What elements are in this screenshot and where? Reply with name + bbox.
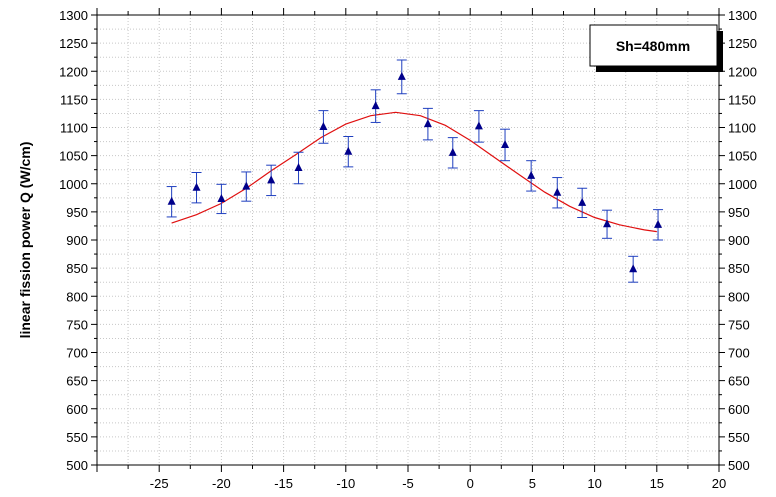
- y-tick-label-right: 700: [728, 346, 750, 361]
- y-tick-label-left: 600: [66, 402, 88, 417]
- fit-curve-group: [171, 111, 657, 233]
- data-point: [370, 89, 381, 123]
- y-tick-label-left: 850: [66, 261, 88, 276]
- y-tick-label-right: 750: [728, 317, 750, 332]
- y-tick-label-left: 1100: [60, 121, 88, 136]
- triangle-marker: [397, 71, 406, 80]
- triangle-marker: [423, 119, 432, 128]
- triangle-marker: [319, 121, 328, 130]
- grid: [97, 15, 719, 465]
- data-point: [166, 186, 177, 218]
- y-tick-label-left: 800: [66, 289, 88, 304]
- triangle-marker: [603, 219, 612, 228]
- data-point: [552, 177, 563, 209]
- x-tick-label: -20: [212, 476, 231, 491]
- legend-box-frame: [589, 24, 718, 67]
- triangle-marker: [167, 196, 176, 205]
- y-tick-label-left: 1150: [60, 92, 88, 107]
- y-tick-label-left: 500: [66, 458, 88, 473]
- data-point: [241, 171, 252, 202]
- y-tick-label-left: 1250: [59, 36, 88, 51]
- y-tick-label-left: 1300: [59, 8, 88, 23]
- triangle-marker: [267, 175, 276, 184]
- data-point: [526, 160, 537, 192]
- y-tick-label-right: 1300: [728, 8, 757, 23]
- data-point: [447, 137, 458, 169]
- triangle-marker: [527, 170, 536, 179]
- triangle-marker: [217, 193, 226, 202]
- y-tick-label-left: 750: [66, 317, 88, 332]
- legend-text: Sh=480mm: [616, 38, 690, 54]
- y-tick-label-left: 1000: [59, 177, 88, 192]
- y-tick-label-right: 600: [728, 402, 750, 417]
- triangle-marker: [578, 197, 587, 206]
- y-tick-label-right: 550: [728, 430, 750, 445]
- x-tick-label: 20: [712, 476, 726, 491]
- y-tick-label-right: 900: [728, 233, 750, 248]
- data-points-group: [166, 59, 664, 283]
- y-tick-labels-right: 500 550 600 650 700 750 800 850 900 950 1000 1050 11…: [728, 8, 757, 473]
- data-point: [318, 110, 329, 144]
- triangle-marker: [654, 219, 663, 228]
- y-tick-label-right: 950: [728, 205, 750, 220]
- data-point: [653, 209, 664, 241]
- x-tick-labels: -25 -20 -15 -10 -5 0 5 10 15 20: [150, 476, 726, 491]
- triangle-marker: [192, 182, 201, 191]
- y-tick-labels-left: 500 550 600 650 700 750 800 850 900 950 1000 1050 11…: [59, 8, 88, 473]
- data-point: [266, 164, 277, 197]
- fit-curve: [171, 111, 657, 233]
- y-tick-label-left: 1050: [59, 149, 88, 164]
- y-tick-label-left: 550: [66, 430, 88, 445]
- y-tick-label-right: 1150: [728, 92, 756, 107]
- triangle-marker: [371, 101, 380, 110]
- triangle-marker: [474, 121, 483, 130]
- x-tick-label: -15: [274, 476, 293, 491]
- x-tick-label: 15: [650, 476, 664, 491]
- y-tick-label-right: 1050: [728, 149, 757, 164]
- x-tick-label: 5: [529, 476, 536, 491]
- triangle-marker: [344, 146, 353, 155]
- y-tick-label-right: 800: [728, 289, 750, 304]
- data-point: [577, 187, 588, 218]
- data-point: [602, 209, 613, 239]
- y-tick-label-left: 1200: [59, 64, 88, 79]
- data-point: [422, 107, 433, 141]
- data-point: [293, 151, 304, 185]
- y-tick-label-left: 900: [66, 233, 88, 248]
- data-point: [343, 136, 354, 168]
- x-tick-label: 10: [587, 476, 601, 491]
- x-tick-label: -5: [402, 476, 414, 491]
- triangle-marker: [448, 147, 457, 156]
- y-tick-label-left: 700: [66, 346, 88, 361]
- data-point: [191, 172, 202, 204]
- triangle-marker: [629, 264, 638, 273]
- x-tick-label: 0: [467, 476, 474, 491]
- triangle-marker: [553, 187, 562, 196]
- y-tick-label-right: 850: [728, 261, 750, 276]
- y-axis-title: linear fission power Q (W/cm): [17, 142, 33, 339]
- y-tick-label-left: 950: [66, 205, 88, 220]
- y-tick-label-right: 1000: [728, 177, 757, 192]
- triangle-marker: [294, 163, 303, 171]
- data-point: [216, 183, 227, 215]
- y-tick-label-right: 650: [728, 374, 750, 389]
- x-tick-label: -10: [336, 476, 355, 491]
- y-tick-label-right: 1200: [728, 64, 757, 79]
- data-point: [628, 255, 639, 283]
- data-point: [473, 110, 484, 143]
- data-point: [500, 128, 511, 162]
- data-point: [396, 59, 407, 95]
- triangle-marker: [242, 181, 251, 190]
- triangle-marker: [501, 139, 510, 148]
- y-tick-label-right: 1100: [728, 121, 756, 136]
- y-tick-label-right: 1250: [728, 36, 757, 51]
- y-tick-label-right: 500: [728, 458, 750, 473]
- x-tick-label: -25: [150, 476, 169, 491]
- legend-box: Sh=480mm: [589, 24, 723, 72]
- y-tick-label-left: 650: [66, 374, 88, 389]
